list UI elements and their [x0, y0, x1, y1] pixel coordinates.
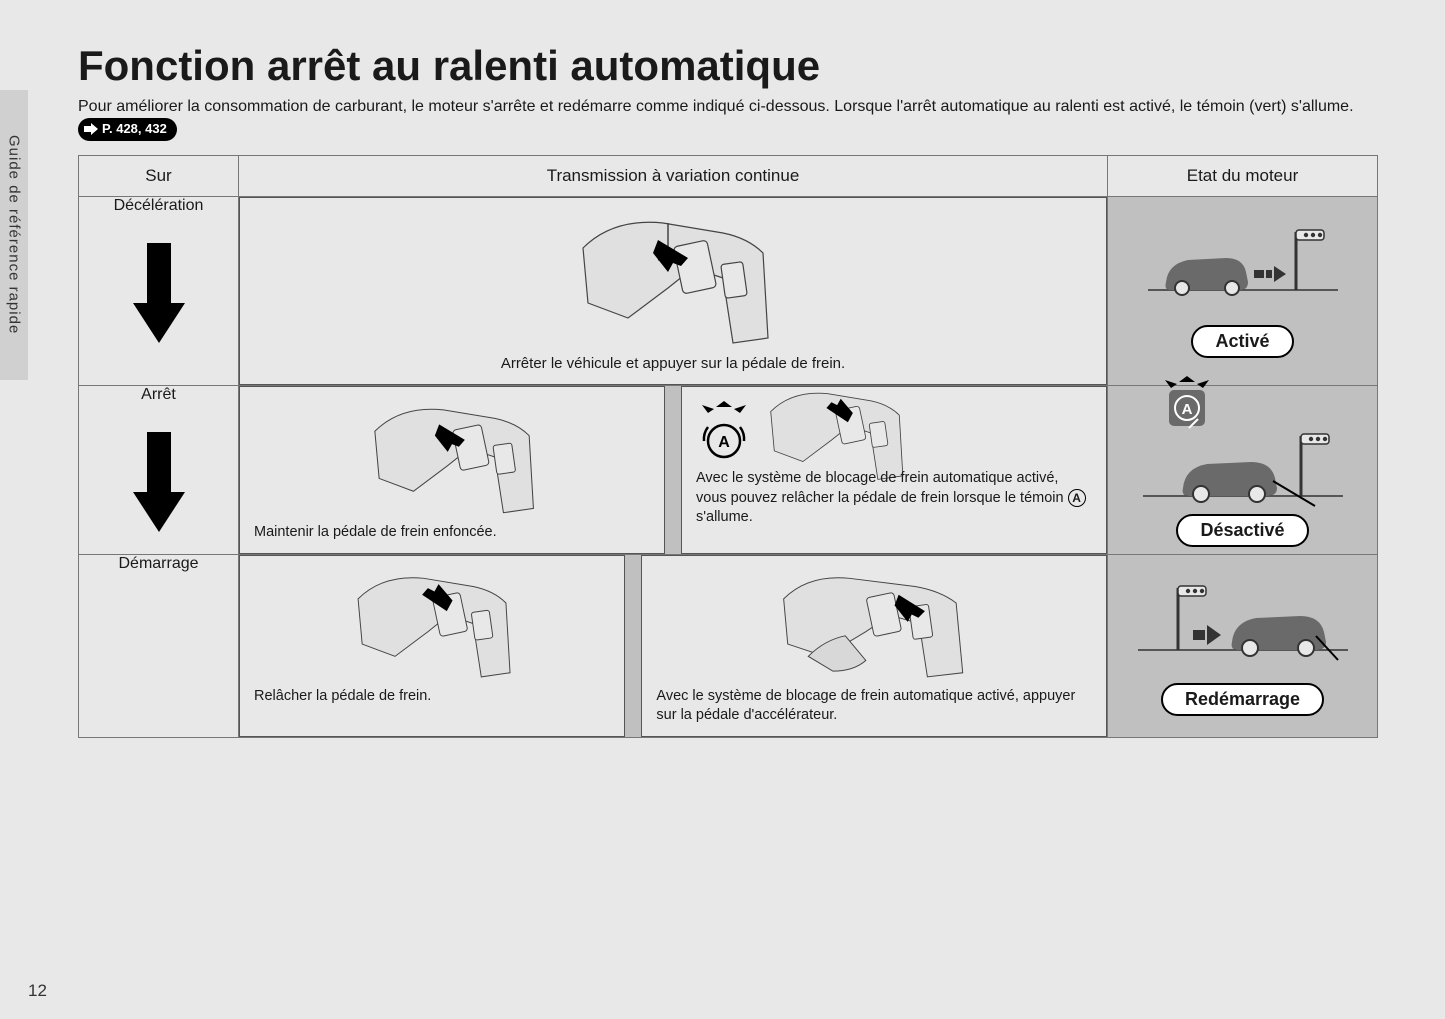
sur-cell-demarrage: Démarrage [79, 554, 239, 737]
trans-cell-arret: Maintenir la pédale de frein enfoncée. A [239, 386, 1108, 555]
status-badge-restart: Redémarrage [1161, 683, 1324, 716]
page-reference-badge: P. 428, 432 [78, 118, 177, 140]
intro-text: Pour améliorer la consommation de carbur… [78, 98, 1354, 115]
panel-hold-brake: Maintenir la pédale de frein enfoncée. [239, 386, 665, 554]
sur-cell-arret: Arrêt [79, 386, 239, 555]
caption-pre: Avec le système de blocage de frein auto… [696, 470, 1068, 506]
header-etat: Etat du moteur [1108, 155, 1378, 196]
inline-a-icon: A [1068, 489, 1086, 507]
page-content: Fonction arrêt au ralenti automatique Po… [78, 42, 1378, 738]
sidebar-label: Guide de référence rapide [6, 135, 23, 334]
panel-brake: Arrêter le véhicule et appuyer sur la pé… [239, 197, 1107, 385]
panel-caption: Maintenir la pédale de frein enfoncée. [254, 523, 650, 543]
status-badge-inactive: Désactivé [1176, 514, 1308, 547]
panel-caption: Avec le système de blocage de frein auto… [696, 469, 1092, 528]
panel-caption: Relâcher la pédale de frein. [254, 687, 610, 707]
table-row-deceleration: Décélération [79, 196, 1378, 385]
etat-cell-deceleration: Activé [1108, 196, 1378, 385]
etat-cell-arret: A Désactivé [1108, 386, 1378, 555]
header-sur: Sur [79, 155, 239, 196]
down-arrow-icon [133, 243, 185, 343]
page-number: 12 [28, 981, 47, 1001]
trans-cell-demarrage: Relâcher la pédale de frein. [239, 554, 1108, 737]
panel-release-brake: Relâcher la pédale de frein. [239, 555, 625, 737]
footwell-hold-illustration [362, 397, 542, 517]
sidebar-tab: Guide de référence rapide [0, 90, 28, 380]
idle-stop-indicator-icon: A [696, 401, 752, 465]
arrow-right-icon [84, 123, 98, 135]
panel-auto-brake-hold: A [681, 386, 1107, 554]
idle-stop-table: Sur Transmission à variation continue Et… [78, 155, 1378, 738]
page-title: Fonction arrêt au ralenti automatique [78, 42, 1378, 90]
trans-cell-deceleration: Arrêter le véhicule et appuyer sur la pé… [239, 196, 1108, 385]
footwell-brake-illustration [573, 208, 773, 348]
panel-press-accelerator: Avec le système de blocage de frein auto… [641, 555, 1107, 737]
car-idle-stop-illustration: A [1108, 386, 1377, 506]
car-restart-illustration [1108, 555, 1377, 675]
header-transmission: Transmission à variation continue [239, 155, 1108, 196]
table-row-demarrage: Démarrage [79, 554, 1378, 737]
caption-post: s'allume. [696, 509, 753, 525]
svg-text:A: A [718, 434, 730, 451]
table-row-arret: Arrêt [79, 386, 1378, 555]
footwell-accelerator-illustration [764, 566, 984, 681]
intro-paragraph: Pour améliorer la consommation de carbur… [78, 96, 1378, 143]
status-badge-active: Activé [1191, 325, 1293, 358]
down-arrow-icon [133, 432, 185, 532]
panel-caption: Arrêter le véhicule et appuyer sur la pé… [254, 354, 1092, 374]
row-label: Démarrage [79, 555, 238, 573]
etat-cell-demarrage: Redémarrage [1108, 554, 1378, 737]
footwell-release-brake-illustration [347, 566, 517, 681]
panel-caption: Avec le système de blocage de frein auto… [656, 687, 1092, 726]
car-at-light-illustration [1108, 197, 1377, 317]
svg-text:A: A [1181, 401, 1192, 418]
row-label: Décélération [79, 197, 238, 215]
sur-cell-deceleration: Décélération [79, 196, 239, 385]
page-reference-text: P. 428, 432 [102, 120, 167, 138]
row-label: Arrêt [79, 386, 238, 404]
footwell-release-illustration [760, 383, 910, 483]
